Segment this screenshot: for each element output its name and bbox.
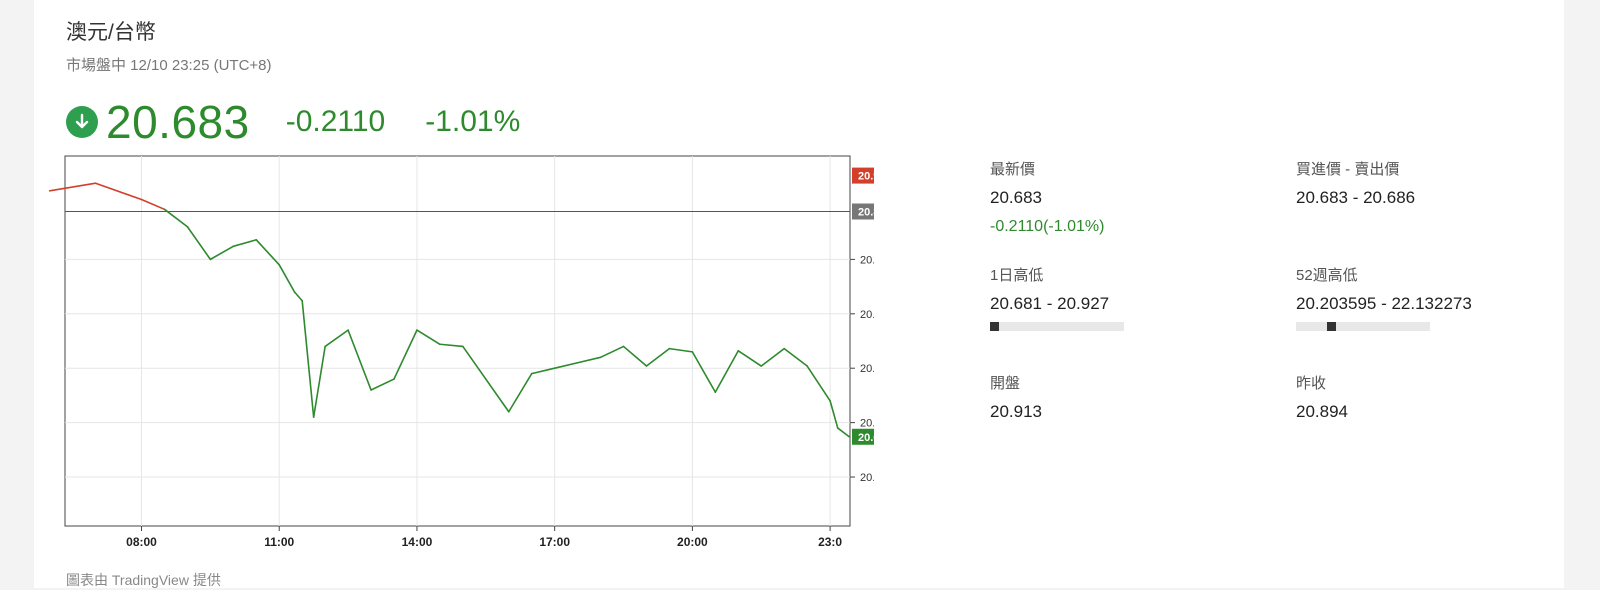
- y-tick-label: 20.800: [860, 309, 874, 321]
- series-segment: [783, 347, 808, 367]
- series-segment: [806, 365, 831, 402]
- series-segment: [645, 347, 671, 367]
- arrow-down-icon: [66, 106, 98, 138]
- stat-bid-ask-label: 買進價 - 賣出價: [1296, 161, 1400, 178]
- stat-open-label: 開盤: [990, 375, 1021, 392]
- stat-52w-label: 52週高低: [1296, 267, 1358, 284]
- stat-52w-range: 52週高低 20.203595 - 22.132273: [1296, 264, 1596, 331]
- series-segment: [622, 345, 648, 367]
- series-segment: [507, 372, 533, 413]
- stat-open: 開盤 20.913: [990, 372, 1290, 422]
- series-segment: [691, 351, 717, 393]
- high-price-tag: 20.927: [858, 171, 874, 183]
- series-segment: [553, 361, 579, 370]
- series-segment: [576, 356, 602, 364]
- x-tick-label: 23:0: [818, 535, 842, 549]
- day-high-value: 20.927: [1057, 294, 1110, 313]
- series-segment: [836, 427, 851, 438]
- stat-last-label: 最新價: [990, 161, 1036, 178]
- series-segment: [485, 378, 510, 413]
- day-range-marker: [990, 322, 999, 331]
- intraday-chart[interactable]: 20.650 20.700 20.750 20.800 20.850 08:00 11:00…: [34, 152, 874, 572]
- stat-last-change: -0.2110(-1.01%): [990, 218, 1105, 235]
- prev-close-tag-bg: [852, 203, 874, 220]
- x-tick-label: 20:00: [677, 535, 708, 549]
- stat-52w-value: 20.203595 - 22.132273: [1296, 294, 1472, 313]
- series-segment: [530, 367, 556, 375]
- stat-day-range-value: 20.681 - 20.927: [990, 294, 1110, 313]
- x-tick-label: 17:00: [539, 535, 570, 549]
- stat-open-value: 20.913: [990, 402, 1042, 421]
- stat-day-range-label: 1日高低: [990, 267, 1044, 284]
- price-change-percent: -1.01%: [425, 105, 521, 138]
- day-range-bar: [990, 322, 1124, 331]
- y-tick-label: 20.850: [860, 254, 874, 266]
- stat-bid-ask-value: 20.683 - 20.686: [1296, 188, 1416, 207]
- x-tick-label: 08:00: [126, 535, 157, 549]
- chart-credit: 圖表由 TradingView 提供: [66, 572, 221, 588]
- stat-prev-close: 昨收 20.894: [1296, 372, 1596, 422]
- series-segment: [209, 245, 235, 261]
- x-tick-label: 11:00: [264, 535, 294, 549]
- series-segment: [393, 329, 418, 380]
- 52w-range-bar: [1296, 322, 1430, 331]
- stat-last-value: 20.683: [990, 188, 1042, 207]
- stat-prev-close-value: 20.894: [1296, 402, 1348, 421]
- quote-row: 20.683 -0.2110 -1.01%: [66, 92, 520, 152]
- day-low-value: 20.681: [990, 294, 1042, 313]
- last-price-tag-bg: [852, 428, 874, 445]
- plot-area: [64, 155, 851, 527]
- series-segment: [163, 208, 189, 228]
- series-segment: [599, 345, 625, 359]
- prev-close-tag: 20.894: [858, 207, 874, 219]
- y-tick-label: 20.750: [860, 363, 874, 375]
- market-status: 市場盤中 12/10 23:25 (UTC+8): [66, 57, 272, 74]
- price-change: -0.2110: [285, 105, 386, 138]
- series-segment: [312, 345, 326, 418]
- series-segment: [714, 349, 740, 393]
- series-segment: [94, 182, 143, 201]
- series-segment: [293, 291, 303, 302]
- series-segment: [462, 345, 487, 380]
- last-price: 20.683: [106, 96, 250, 148]
- stat-prev-close-label: 昨收: [1296, 375, 1327, 392]
- y-tick-label: 20.650: [860, 472, 874, 484]
- series-segment: [416, 329, 441, 346]
- stat-day-range: 1日高低 20.681 - 20.927: [990, 264, 1290, 331]
- last-price-tag: 20.687: [858, 432, 874, 444]
- series-segment: [737, 349, 763, 367]
- high-price-tag-bg: [852, 167, 874, 184]
- instrument-title: 澳元/台幣: [66, 21, 156, 44]
- y-tick-label: 20.700: [860, 418, 874, 430]
- stat-bid-ask: 買進價 - 賣出價 20.683 - 20.686: [1296, 158, 1596, 208]
- series-segment: [48, 182, 97, 192]
- series-segment: [829, 400, 839, 429]
- quote-card: 澳元/台幣 市場盤中 12/10 23:25 (UTC+8) 20.683 -0…: [34, 0, 1564, 588]
- series-segment: [324, 329, 349, 348]
- series-segment: [439, 343, 464, 348]
- series-segment: [232, 238, 258, 248]
- series-segment: [668, 347, 694, 353]
- stat-last: 最新價 20.683 -0.2110(-1.01%): [990, 158, 1290, 236]
- series-segment: [186, 225, 212, 261]
- x-tick-label: 14:00: [402, 535, 433, 549]
- 52w-range-marker: [1327, 322, 1337, 331]
- series-segment: [760, 347, 786, 367]
- series-segment: [255, 238, 281, 266]
- series-segment: [278, 264, 296, 293]
- series-segment: [347, 329, 372, 391]
- series-segment: [140, 198, 166, 211]
- series-segment: [370, 378, 395, 391]
- series-segment: [301, 299, 315, 418]
